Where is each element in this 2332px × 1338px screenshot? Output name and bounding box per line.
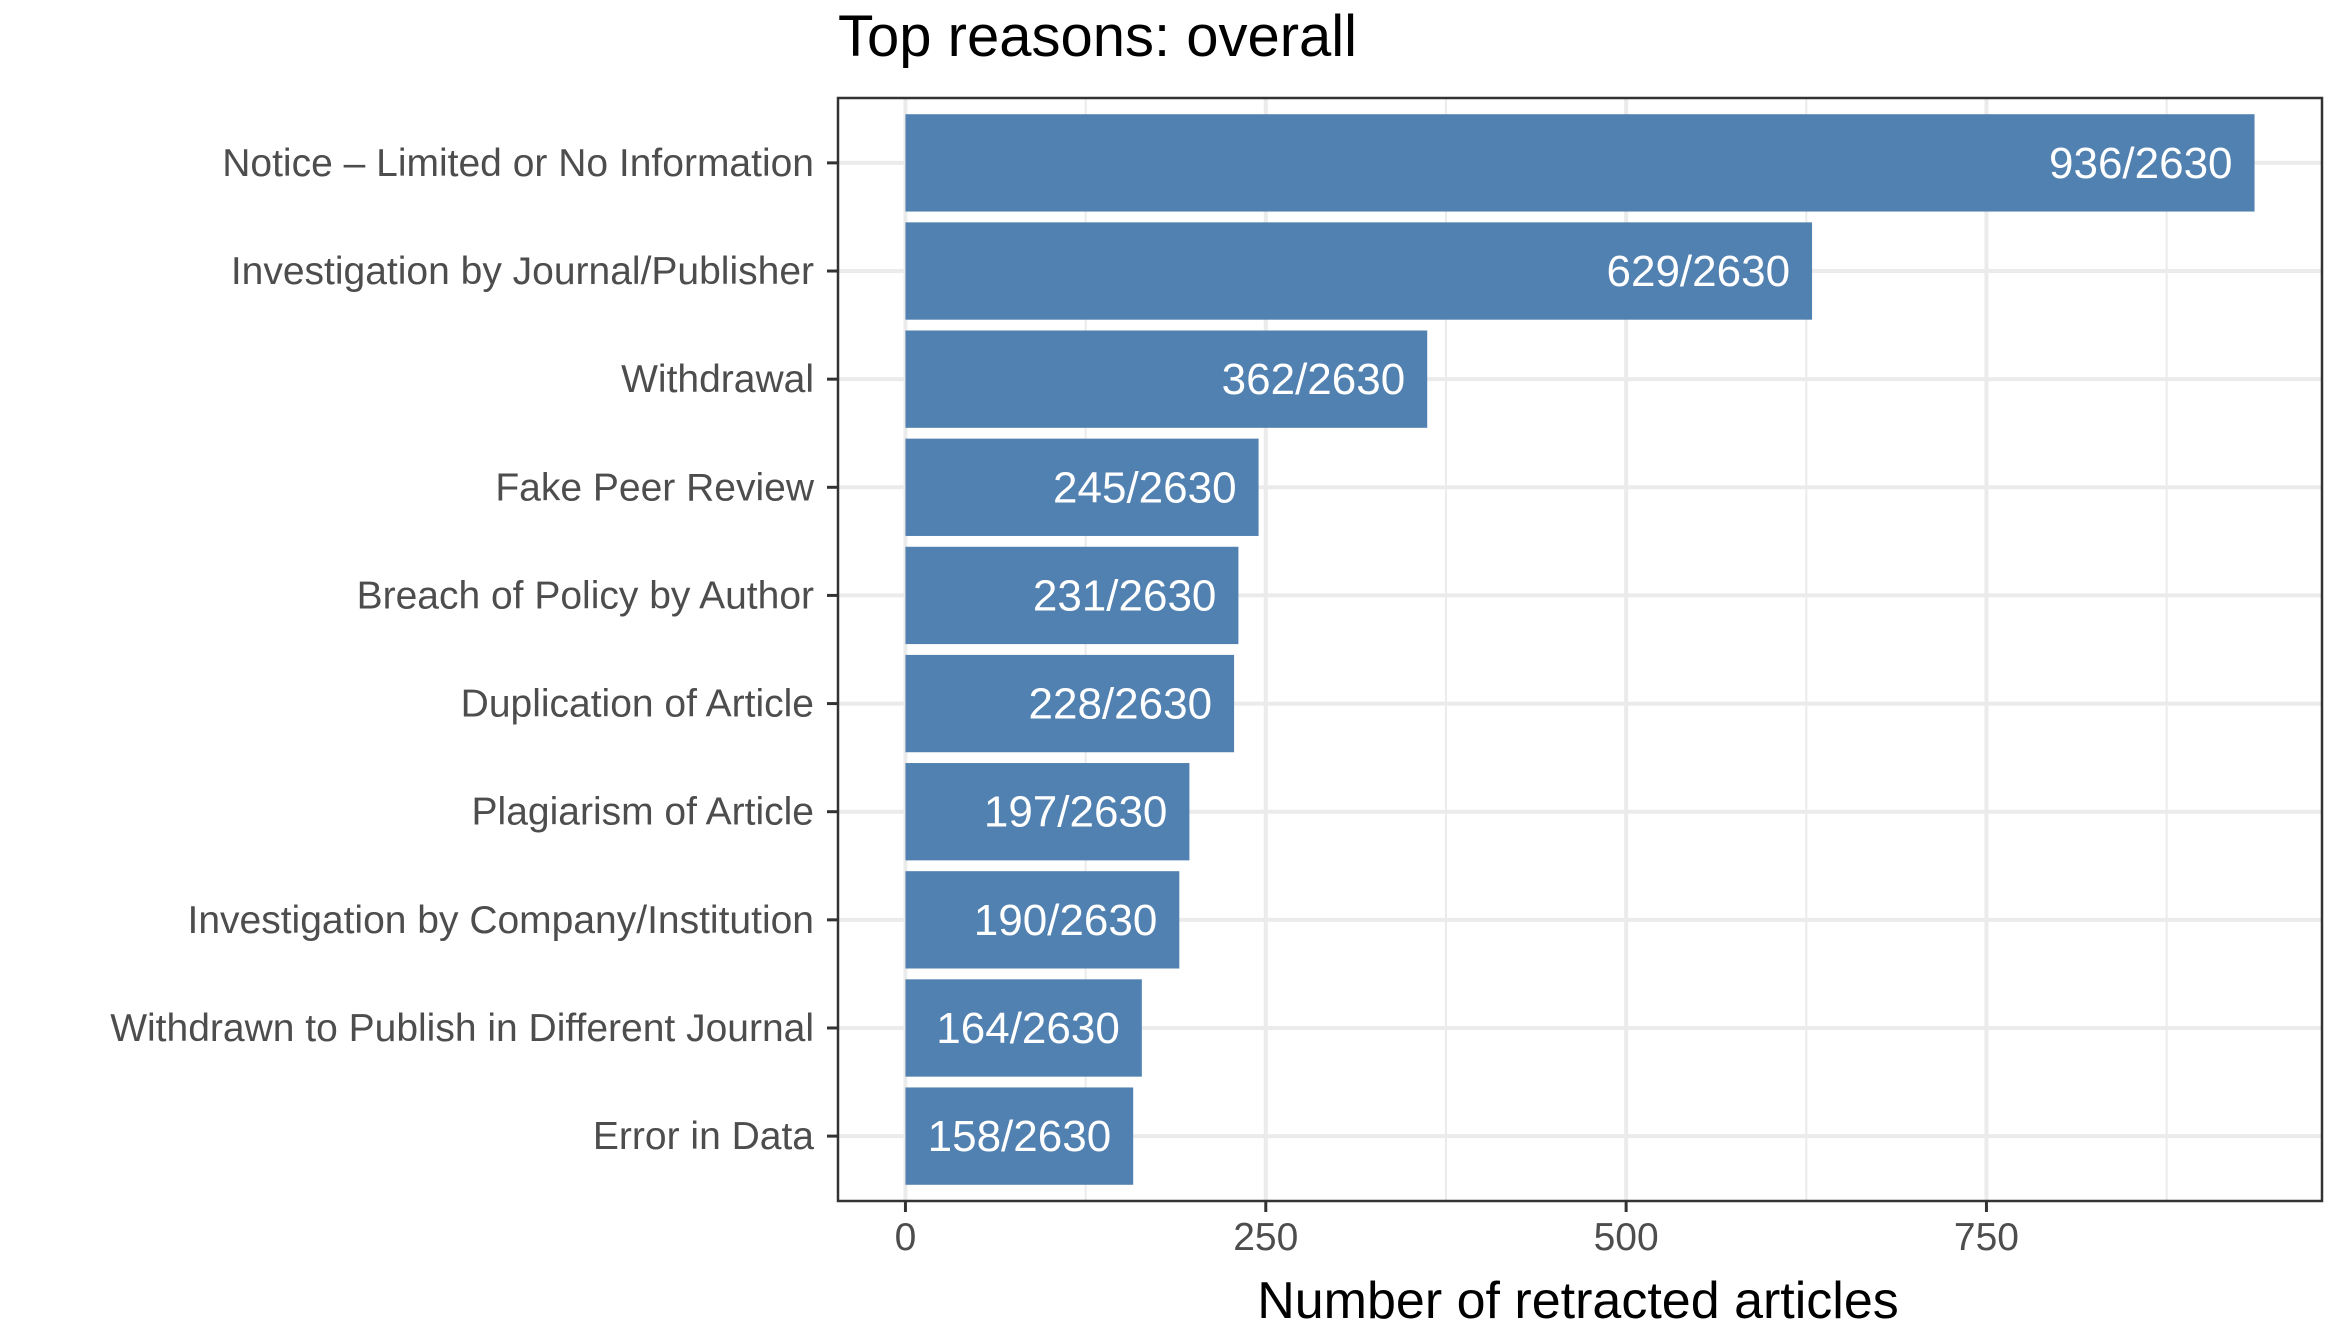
x-tick-label-2: 500 — [1594, 1216, 1659, 1259]
y-tick-label-7: Investigation by Company/Institution — [187, 899, 814, 942]
y-tick-label-2: Withdrawal — [621, 358, 814, 401]
x-tick-label-3: 750 — [1954, 1216, 2019, 1259]
bar-data-label-1: 629/2630 — [1607, 247, 1791, 296]
bar-1 — [905, 222, 1813, 320]
bar-labels-layer: 936/2630 629/2630 362/2630 245/2630 231/2630… — [928, 139, 2233, 1161]
x-tick-label-1: 250 — [1233, 1216, 1298, 1259]
bar-data-label-8: 164/2630 — [936, 1004, 1120, 1053]
bar-data-label-6: 197/2630 — [984, 788, 1168, 837]
bar-2 — [905, 330, 1428, 428]
x-axis: 0 250 500 750 — [895, 1201, 2019, 1259]
y-tick-label-0: Notice – Limited or No Information — [222, 142, 814, 185]
bar-4 — [905, 546, 1239, 645]
bar-6 — [905, 763, 1190, 861]
x-axis-title: Number of retracted articles — [1257, 1272, 1899, 1330]
chart-title: Top reasons: overall — [838, 4, 1357, 69]
y-tick-label-5: Duplication of Article — [461, 683, 814, 726]
y-axis: Notice – Limited or No Information Invest… — [110, 142, 838, 1158]
bar-3 — [905, 438, 1259, 536]
bar-data-label-7: 190/2630 — [974, 896, 1158, 945]
y-tick-label-6: Plagiarism of Article — [472, 791, 814, 834]
bar-data-label-3: 245/2630 — [1053, 463, 1237, 512]
bar-5 — [905, 654, 1235, 753]
bar-7 — [905, 871, 1180, 969]
bar-data-label-2: 362/2630 — [1222, 355, 1406, 404]
bar-data-label-5: 228/2630 — [1029, 680, 1213, 729]
bars-layer — [905, 114, 2255, 1185]
y-tick-label-3: Fake Peer Review — [495, 466, 814, 509]
x-tick-label-0: 0 — [895, 1216, 917, 1259]
y-tick-label-4: Breach of Policy by Author — [357, 574, 814, 617]
panel-border — [836, 96, 2324, 1203]
y-tick-label-9: Error in Data — [593, 1115, 814, 1158]
bar-8 — [905, 979, 1142, 1077]
bar-0 — [905, 114, 2255, 212]
bar-data-label-4: 231/2630 — [1033, 571, 1217, 620]
bar-data-label-9: 158/2630 — [928, 1112, 1112, 1161]
y-tick-label-8: Withdrawn to Publish in Different Journa… — [110, 1007, 814, 1050]
bar-data-label-0: 936/2630 — [2049, 139, 2233, 188]
bar-9 — [905, 1087, 1134, 1185]
y-tick-label-1: Investigation by Journal/Publisher — [231, 250, 814, 293]
